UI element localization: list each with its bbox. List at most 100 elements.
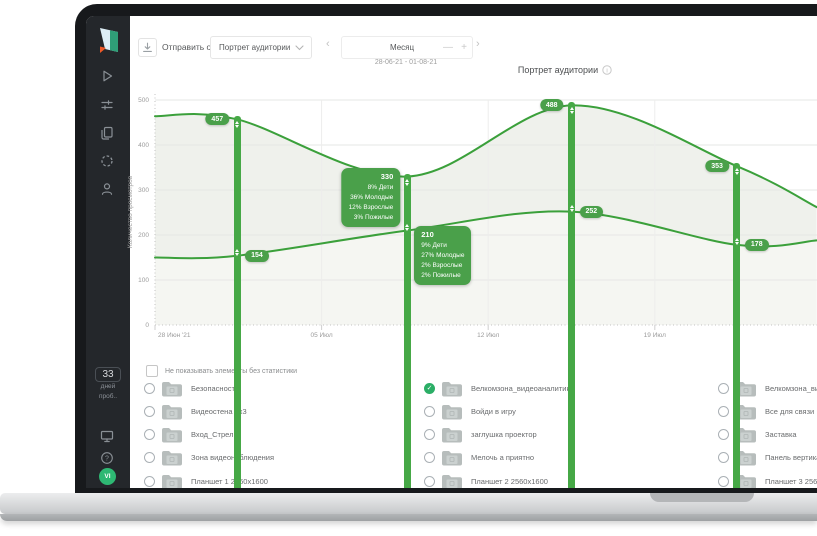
- folder-icon: [162, 381, 182, 396]
- list-item[interactable]: Зона видеонаблюдения: [144, 447, 414, 467]
- item-label: Видеостена 3x3: [191, 406, 247, 416]
- item-label: Планшет 3 2560x1600: [765, 476, 817, 486]
- list-item[interactable]: Заставка: [718, 424, 817, 444]
- list-item[interactable]: Планшет 1 2560x1600: [144, 471, 414, 488]
- help-icon[interactable]: ?: [99, 450, 117, 468]
- item-label: Все для связи: [765, 406, 815, 416]
- item-label: Планшет 2 2560x1600: [471, 476, 548, 486]
- trial-days-badge: 33: [95, 367, 121, 382]
- item-checkbox[interactable]: [424, 428, 435, 440]
- item-label: Панель вертикальная внутр: [765, 452, 817, 462]
- drag-handle-icon: [734, 237, 739, 245]
- value-tooltip: 210 9% Дети 27% Молодые 2% Взрослые 2% Пожил…: [414, 225, 472, 286]
- period-value: Месяц: [389, 43, 415, 52]
- period-selector[interactable]: Месяц — +: [341, 36, 473, 59]
- list-item[interactable]: Планшет 3 2560x1600: [718, 471, 817, 488]
- item-label: Велкомзона_видеоаналити: [765, 383, 817, 393]
- tooltip-value: 330: [380, 171, 394, 181]
- chart-scrubber-bar[interactable]: [733, 163, 741, 488]
- info-icon[interactable]: i: [602, 65, 612, 75]
- list-item[interactable]: Видеостена 3x3: [144, 401, 414, 421]
- svg-text:19 Июл: 19 Июл: [644, 332, 666, 339]
- tooltip-value: 210: [421, 229, 434, 239]
- item-checkbox[interactable]: [144, 405, 155, 417]
- profile-icon[interactable]: [99, 181, 117, 199]
- list-item[interactable]: Вход_Стрелки: [144, 424, 414, 444]
- list-item[interactable]: Мелочь а приятно: [424, 447, 694, 467]
- item-checkbox[interactable]: [424, 405, 435, 417]
- item-checkbox[interactable]: [424, 451, 435, 463]
- value-pill: 488: [539, 99, 564, 112]
- next-period-button[interactable]: ›: [476, 38, 480, 50]
- folder-icon: [162, 474, 182, 488]
- chart-scrubber-bar[interactable]: [568, 102, 575, 488]
- item-checkbox[interactable]: [718, 475, 729, 487]
- drag-handle-icon: [235, 248, 240, 256]
- folder-icon: [442, 450, 462, 465]
- list-item[interactable]: Планшет 2 2560x1600: [424, 471, 694, 488]
- app-window: 33 дней проб.. ? VI Отправить отчет Порт…: [86, 16, 817, 488]
- zoom-out-button[interactable]: —: [443, 42, 453, 53]
- filter-checkbox[interactable]: [146, 365, 158, 377]
- folder-icon: [162, 404, 182, 419]
- svg-text:05 Июл: 05 Июл: [310, 332, 332, 339]
- list-item[interactable]: заглушка проектор: [424, 424, 694, 444]
- brand-logo-icon[interactable]: [95, 25, 121, 60]
- report-type-value: Портрет аудитории: [219, 43, 291, 52]
- chart-scrubber-bar[interactable]: [233, 116, 241, 488]
- list-item[interactable]: ✓ Велкомзона_видеоаналитика: [424, 378, 694, 398]
- list-item[interactable]: Панель вертикальная внутр: [718, 447, 817, 467]
- svg-text:100: 100: [138, 277, 149, 284]
- user-avatar[interactable]: VI: [99, 468, 116, 485]
- laptop-base-edge: [0, 514, 817, 521]
- folder-icon: [442, 404, 462, 419]
- item-label: заглушка проектор: [471, 429, 537, 439]
- pages-icon[interactable]: [99, 125, 117, 143]
- item-label: Зона видеонаблюдения: [191, 452, 275, 462]
- item-label: Заставка: [765, 429, 797, 439]
- item-checkbox[interactable]: [144, 475, 155, 487]
- trial-countdown: 33 дней проб..: [90, 364, 126, 402]
- svg-text:0: 0: [145, 322, 149, 329]
- send-report-button[interactable]: Отправить отчет: [162, 42, 228, 52]
- folder-icon: [162, 450, 182, 465]
- folder-icon: [442, 381, 462, 396]
- settings-icon[interactable]: [99, 153, 117, 171]
- laptop-notch: [650, 493, 754, 502]
- zoom-in-button[interactable]: +: [461, 42, 467, 53]
- display-icon[interactable]: [99, 428, 117, 446]
- filters-icon[interactable]: [99, 97, 117, 115]
- chart-scrubber-bar[interactable]: [403, 173, 411, 488]
- item-label: Мелочь а приятно: [471, 452, 535, 462]
- list-item[interactable]: Войди в игру: [424, 401, 694, 421]
- list-item[interactable]: Безопасность: [144, 378, 414, 398]
- chevron-down-icon: [295, 44, 311, 51]
- svg-text:?: ?: [105, 456, 109, 463]
- value-pill: 178: [744, 238, 769, 251]
- item-checkbox[interactable]: [144, 382, 155, 394]
- folder-icon: [736, 474, 756, 488]
- item-checkbox[interactable]: [144, 451, 155, 463]
- list-item[interactable]: Велкомзона_видеоаналити: [718, 378, 817, 398]
- drag-handle-icon: [405, 178, 410, 186]
- item-checkbox[interactable]: [718, 451, 729, 463]
- item-checkbox[interactable]: [144, 428, 155, 440]
- prev-period-button[interactable]: ‹: [326, 38, 330, 50]
- value-pill: 252: [579, 205, 604, 218]
- download-report-button[interactable]: [138, 38, 157, 57]
- report-type-dropdown[interactable]: Портрет аудитории: [210, 36, 312, 59]
- item-checkbox[interactable]: [718, 428, 729, 440]
- item-checkbox[interactable]: ✓: [424, 382, 435, 394]
- drag-handle-icon: [569, 107, 574, 115]
- item-checkbox[interactable]: [718, 405, 729, 417]
- item-checkbox[interactable]: [718, 382, 729, 394]
- folder-icon: [442, 474, 462, 488]
- tooltip-breakdown-line: 27% Молодые: [421, 252, 465, 260]
- item-label: Планшет 1 2560x1600: [191, 476, 268, 486]
- chart-title-text: Портрет аудитории: [517, 65, 599, 75]
- play-icon[interactable]: [99, 68, 117, 86]
- item-checkbox[interactable]: [424, 475, 435, 487]
- list-item[interactable]: Все для связи: [718, 401, 817, 421]
- svg-text:500: 500: [138, 97, 149, 104]
